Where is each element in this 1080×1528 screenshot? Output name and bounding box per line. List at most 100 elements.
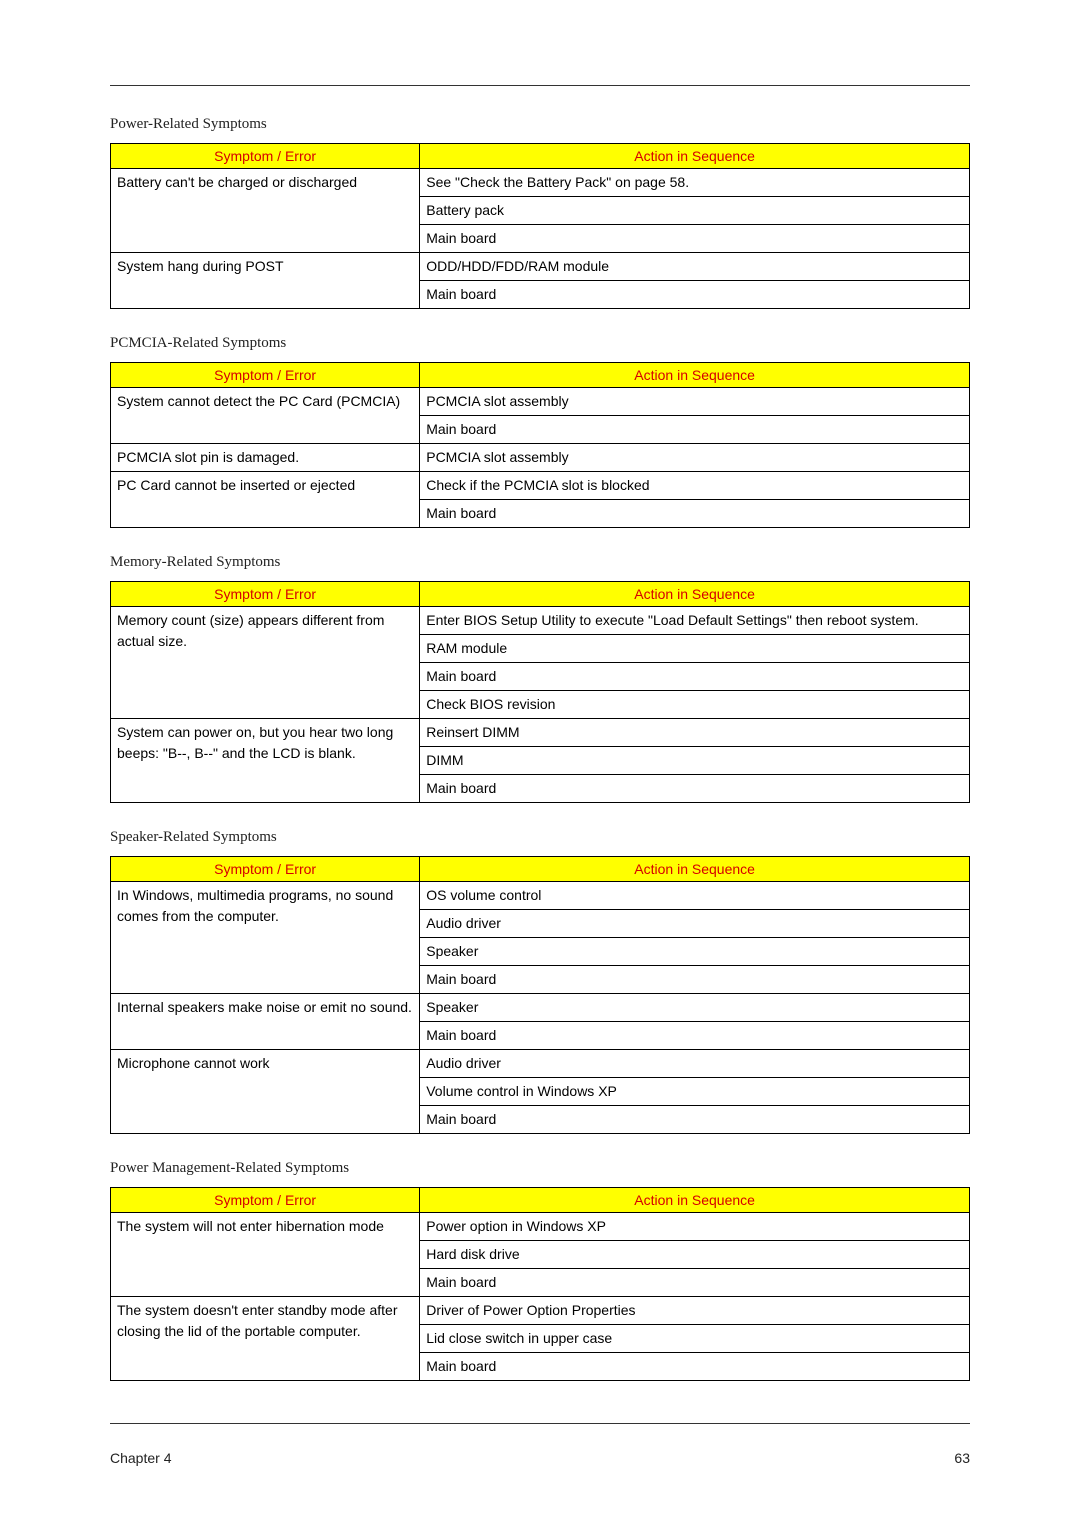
action-text: Driver of Power Option Properties (420, 1297, 969, 1324)
symptom-cell: The system will not enter hibernation mo… (111, 1213, 420, 1297)
section-title: Power-Related Symptoms (110, 116, 970, 133)
symptom-text: System cannot detect the PC Card (PCMCIA… (111, 388, 419, 415)
symptom-cell: PC Card cannot be inserted or ejected (111, 472, 420, 528)
symptom-cell: Memory count (size) appears different fr… (111, 607, 420, 719)
action-text: Battery pack (420, 196, 969, 224)
action-text: Main board (420, 774, 969, 802)
symptom-cell: Microphone cannot work (111, 1050, 420, 1134)
action-cell: ODD/HDD/FDD/RAM moduleMain board (420, 253, 970, 309)
action-cell: Reinsert DIMMDIMMMain board (420, 719, 970, 803)
action-text: RAM module (420, 634, 969, 662)
symptom-text: Battery can't be charged or discharged (111, 169, 419, 196)
table-row: System can power on, but you hear two lo… (111, 719, 970, 803)
action-text: Speaker (420, 937, 969, 965)
table-row: Microphone cannot workAudio driverVolume… (111, 1050, 970, 1134)
action-text: Main board (420, 965, 969, 993)
symptom-table: Symptom / ErrorAction in SequenceIn Wind… (110, 856, 970, 1134)
col-header-action: Action in Sequence (420, 1188, 970, 1213)
action-text: Main board (420, 1021, 969, 1049)
col-header-action: Action in Sequence (420, 363, 970, 388)
chapter-label: Chapter 4 (110, 1450, 171, 1466)
action-text: Main board (420, 1105, 969, 1133)
action-cell: SpeakerMain board (420, 994, 970, 1050)
col-header-symptom: Symptom / Error (111, 1188, 420, 1213)
symptom-text: The system doesn't enter standby mode af… (111, 1297, 419, 1345)
action-cell: PCMCIA slot assemblyMain board (420, 388, 970, 444)
col-header-symptom: Symptom / Error (111, 857, 420, 882)
symptom-cell: Battery can't be charged or discharged (111, 169, 420, 253)
table-row: The system will not enter hibernation mo… (111, 1213, 970, 1297)
action-text: Main board (420, 224, 969, 252)
symptom-table: Symptom / ErrorAction in SequenceThe sys… (110, 1187, 970, 1381)
action-text: Lid close switch in upper case (420, 1324, 969, 1352)
symptom-text: Memory count (size) appears different fr… (111, 607, 419, 655)
symptom-text: System hang during POST (111, 253, 419, 280)
action-cell: Driver of Power Option PropertiesLid clo… (420, 1297, 970, 1381)
page-number: 63 (954, 1450, 970, 1466)
sections-container: Power-Related SymptomsSymptom / ErrorAct… (110, 116, 970, 1381)
symptom-cell: System can power on, but you hear two lo… (111, 719, 420, 803)
symptom-cell: PCMCIA slot pin is damaged. (111, 444, 420, 472)
action-cell: Check if the PCMCIA slot is blockedMain … (420, 472, 970, 528)
col-header-action: Action in Sequence (420, 857, 970, 882)
symptom-cell: System cannot detect the PC Card (PCMCIA… (111, 388, 420, 444)
action-text: Main board (420, 1352, 969, 1380)
symptom-cell: Internal speakers make noise or emit no … (111, 994, 420, 1050)
symptom-cell: The system doesn't enter standby mode af… (111, 1297, 420, 1381)
symptom-cell: System hang during POST (111, 253, 420, 309)
action-cell: OS volume controlAudio driverSpeakerMain… (420, 882, 970, 994)
col-header-symptom: Symptom / Error (111, 144, 420, 169)
page-footer: Chapter 4 63 (110, 1423, 970, 1466)
symptom-text: The system will not enter hibernation mo… (111, 1213, 419, 1240)
symptom-table: Symptom / ErrorAction in SequenceMemory … (110, 581, 970, 803)
action-cell: Power option in Windows XPHard disk driv… (420, 1213, 970, 1297)
top-rule (110, 85, 970, 86)
symptom-text: In Windows, multimedia programs, no soun… (111, 882, 419, 930)
table-row: Internal speakers make noise or emit no … (111, 994, 970, 1050)
col-header-action: Action in Sequence (420, 582, 970, 607)
section-title: Speaker-Related Symptoms (110, 829, 970, 846)
action-text: OS volume control (420, 882, 969, 909)
action-text: Main board (420, 662, 969, 690)
symptom-text: Microphone cannot work (111, 1050, 419, 1077)
symptom-table: Symptom / ErrorAction in SequenceSystem … (110, 362, 970, 528)
action-text: ODD/HDD/FDD/RAM module (420, 253, 969, 280)
table-row: System cannot detect the PC Card (PCMCIA… (111, 388, 970, 444)
col-header-symptom: Symptom / Error (111, 582, 420, 607)
action-text: PCMCIA slot assembly (420, 388, 969, 415)
table-row: Memory count (size) appears different fr… (111, 607, 970, 719)
action-text: PCMCIA slot assembly (420, 444, 969, 471)
col-header-symptom: Symptom / Error (111, 363, 420, 388)
table-row: Battery can't be charged or dischargedSe… (111, 169, 970, 253)
action-cell: Enter BIOS Setup Utility to execute "Loa… (420, 607, 970, 719)
symptom-text: PC Card cannot be inserted or ejected (111, 472, 419, 499)
table-row: In Windows, multimedia programs, no soun… (111, 882, 970, 994)
action-cell: Audio driverVolume control in Windows XP… (420, 1050, 970, 1134)
col-header-action: Action in Sequence (420, 144, 970, 169)
action-cell: See "Check the Battery Pack" on page 58.… (420, 169, 970, 253)
action-text: Check if the PCMCIA slot is blocked (420, 472, 969, 499)
action-text: Enter BIOS Setup Utility to execute "Loa… (420, 607, 969, 634)
symptom-text: PCMCIA slot pin is damaged. (111, 444, 419, 471)
action-text: Main board (420, 499, 969, 527)
section-title: Power Management-Related Symptoms (110, 1160, 970, 1177)
footer-rule (110, 1423, 970, 1424)
action-text: Audio driver (420, 909, 969, 937)
symptom-cell: In Windows, multimedia programs, no soun… (111, 882, 420, 994)
section-title: PCMCIA-Related Symptoms (110, 335, 970, 352)
symptom-table: Symptom / ErrorAction in SequenceBattery… (110, 143, 970, 309)
table-row: PCMCIA slot pin is damaged.PCMCIA slot a… (111, 444, 970, 472)
action-text: Main board (420, 1268, 969, 1296)
action-text: Main board (420, 415, 969, 443)
action-text: Main board (420, 280, 969, 308)
action-text: Check BIOS revision (420, 690, 969, 718)
table-row: The system doesn't enter standby mode af… (111, 1297, 970, 1381)
table-row: PC Card cannot be inserted or ejectedChe… (111, 472, 970, 528)
section-title: Memory-Related Symptoms (110, 554, 970, 571)
symptom-text: System can power on, but you hear two lo… (111, 719, 419, 767)
action-text: Audio driver (420, 1050, 969, 1077)
action-cell: PCMCIA slot assembly (420, 444, 970, 472)
action-text: Power option in Windows XP (420, 1213, 969, 1240)
action-text: DIMM (420, 746, 969, 774)
action-text: Speaker (420, 994, 969, 1021)
